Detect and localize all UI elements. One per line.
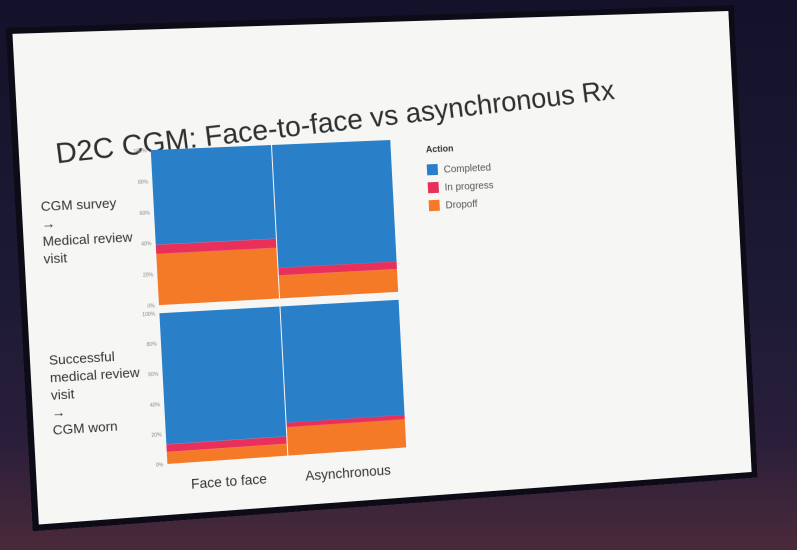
row-label-line: visit — [50, 386, 75, 403]
legend-item-label: Completed — [443, 163, 491, 176]
row-label-line: visit — [43, 250, 68, 266]
row-label-line: Successful — [49, 349, 116, 368]
bar-segment-completed — [280, 300, 405, 423]
x-category-label: Face to face — [191, 471, 268, 491]
stacked-bar-chart: 0%20%40%60%80%100%CGM survey→Medical rev… — [12, 11, 751, 524]
legend-swatch — [427, 164, 438, 175]
y-tick-label: 40% — [141, 241, 152, 248]
y-tick-label: 0% — [147, 303, 155, 309]
row-label-line: → — [41, 216, 55, 232]
row-label-line: → — [51, 404, 65, 420]
legend-swatch — [429, 200, 440, 211]
legend-item-label: Dropoff — [445, 199, 478, 211]
row-label-line: CGM worn — [52, 418, 118, 437]
y-tick-label: 60% — [148, 372, 159, 379]
bar-segment-dropoff — [156, 248, 280, 305]
bar-segment-completed — [151, 145, 277, 245]
legend-swatch — [428, 182, 439, 193]
legend-item-label: In progress — [444, 180, 493, 193]
row-label-line: Medical review — [42, 229, 133, 249]
y-tick-label: 80% — [146, 342, 157, 349]
presentation-slide: D2C CGM: Face-to-face vs asynchronous Rx… — [12, 11, 751, 524]
y-tick-label: 80% — [138, 179, 149, 186]
y-tick-label: 20% — [151, 432, 162, 439]
bar-segment-completed — [159, 306, 287, 444]
row-label-line: medical review — [50, 365, 141, 386]
x-category-label: Asynchronous — [305, 463, 391, 484]
y-tick-label: 20% — [143, 272, 154, 279]
y-tick-label: 0% — [156, 462, 164, 469]
y-tick-label: 100% — [142, 311, 156, 318]
legend-title: Action — [426, 143, 454, 154]
row-label-line: CGM survey — [40, 195, 117, 214]
y-tick-label: 60% — [139, 210, 150, 217]
y-tick-label: 40% — [150, 402, 161, 409]
bar-segment-completed — [271, 140, 396, 268]
y-tick-label: 100% — [133, 148, 147, 155]
